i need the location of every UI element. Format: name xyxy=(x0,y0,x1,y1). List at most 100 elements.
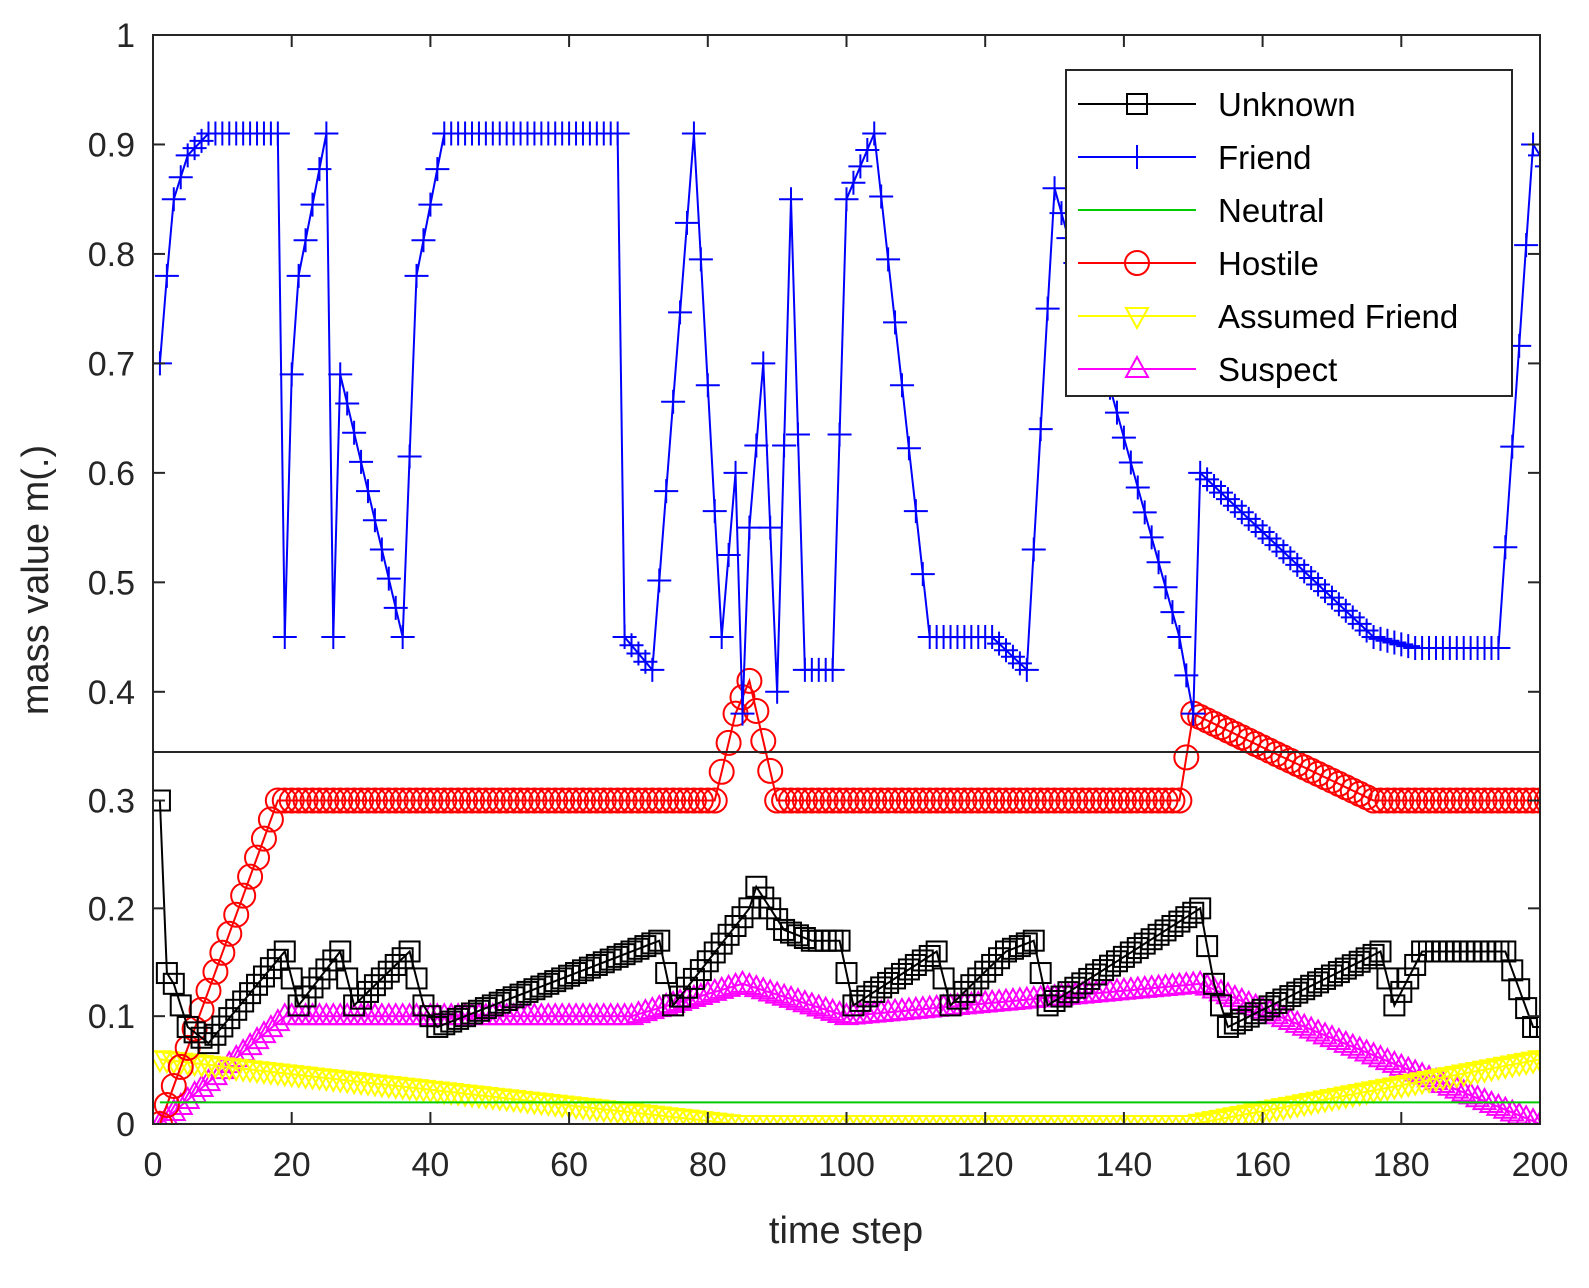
data-point-unknown xyxy=(1119,941,1142,964)
data-point-unknown xyxy=(197,1032,220,1055)
data-point-hostile xyxy=(660,787,687,814)
data-point-hostile xyxy=(833,787,860,814)
data-point-hostile xyxy=(979,787,1006,814)
data-point-hostile xyxy=(1152,787,1179,814)
data-point-hostile xyxy=(167,1053,194,1080)
data-point-suspect xyxy=(778,984,804,1008)
data-point-hostile xyxy=(244,844,271,871)
data-point-friend xyxy=(1271,539,1296,564)
data-point-assumed-friend xyxy=(1187,1113,1213,1124)
data-point-hostile xyxy=(445,787,472,814)
data-point-friend xyxy=(765,679,790,704)
data-point-friend xyxy=(834,187,859,212)
data-point-unknown xyxy=(405,967,428,990)
data-point-friend xyxy=(1340,605,1365,630)
data-point-hostile xyxy=(285,787,312,814)
data-point-unknown xyxy=(689,959,712,982)
data-point-unknown xyxy=(967,967,990,990)
data-point-hostile xyxy=(1027,787,1054,814)
data-point-unknown xyxy=(162,972,185,995)
data-point-hostile xyxy=(153,1091,180,1118)
data-point-friend xyxy=(1389,632,1414,657)
data-point-friend xyxy=(1007,651,1032,676)
data-point-friend xyxy=(723,460,748,485)
y-tick-label: 0.7 xyxy=(88,345,135,383)
legend-label-assumed-friend: Assumed Friend xyxy=(1218,298,1458,335)
data-point-hostile xyxy=(875,787,902,814)
data-point-friend xyxy=(772,433,797,458)
data-point-unknown xyxy=(308,967,331,990)
data-point-assumed-friend xyxy=(1416,1071,1442,1095)
data-point-unknown xyxy=(294,985,317,1008)
legend-marker-suspect xyxy=(1124,354,1150,378)
data-point-friend xyxy=(1493,535,1518,560)
series-assumed-friend xyxy=(153,1050,1540,1124)
y-tick-label: 0.1 xyxy=(88,998,135,1036)
data-point-suspect xyxy=(1187,969,1213,993)
data-point-unknown xyxy=(322,949,345,972)
data-point-unknown xyxy=(710,932,733,955)
data-point-assumed-friend xyxy=(1333,1086,1359,1110)
data-point-friend xyxy=(605,121,630,146)
data-point-friend xyxy=(744,433,769,458)
data-point-hostile xyxy=(1409,787,1436,814)
data-point-hostile xyxy=(493,787,520,814)
tick-labels: 0 20 40 60 80 100 120 140 160 180 200 0.4 0.5 0.6 0.7 0… xyxy=(88,17,1569,1184)
data-point-unknown xyxy=(1535,1015,1540,1038)
data-point-unknown xyxy=(204,1023,227,1046)
data-point-friend xyxy=(1243,513,1268,538)
data-point-suspect xyxy=(1333,1029,1359,1053)
data-point-hostile xyxy=(1499,787,1526,814)
data-point-suspect xyxy=(736,971,763,995)
data-point-friend xyxy=(987,631,1012,656)
data-point-unknown xyxy=(842,994,865,1017)
series-unknown xyxy=(153,789,1540,1055)
data-point-hostile xyxy=(348,787,375,814)
data-point-assumed-friend xyxy=(1444,1065,1470,1089)
data-point-hostile xyxy=(1124,787,1151,814)
data-point-unknown xyxy=(835,962,858,985)
data-point-hostile xyxy=(1083,787,1110,814)
data-point-suspect xyxy=(237,1032,263,1056)
data-point-assumed-friend xyxy=(1277,1096,1304,1120)
data-point-unknown xyxy=(1501,959,1524,982)
data-point-hostile xyxy=(542,787,569,814)
data-point-hostile xyxy=(701,787,728,814)
data-point-hostile xyxy=(667,787,694,814)
data-point-suspect xyxy=(1242,992,1269,1016)
legend-item-hostile: Hostile xyxy=(1078,245,1319,282)
data-point-friend xyxy=(1514,233,1539,258)
data-point-unknown xyxy=(849,989,872,1012)
data-point-hostile xyxy=(1020,787,1047,814)
data-point-suspect xyxy=(1340,1032,1366,1056)
data-point-hostile xyxy=(611,787,638,814)
data-point-unknown xyxy=(974,960,997,983)
data-point-unknown xyxy=(1022,929,1045,952)
data-point-assumed-friend xyxy=(1409,1072,1435,1096)
data-point-assumed-friend xyxy=(1222,1107,1248,1124)
data-point-unknown xyxy=(1105,950,1128,973)
legend-label-neutral: Neutral xyxy=(1218,192,1324,229)
data-point-unknown xyxy=(946,987,969,1010)
data-point-hostile xyxy=(673,787,700,814)
data-point-unknown xyxy=(1050,985,1073,1008)
series-line-assumed-friend xyxy=(159,1058,1540,1124)
data-point-hostile xyxy=(1457,787,1484,814)
data-point-hostile xyxy=(1450,787,1477,814)
data-point-unknown xyxy=(1085,963,1108,986)
data-point-unknown xyxy=(239,982,262,1005)
data-point-hostile xyxy=(653,787,680,814)
data-point-suspect xyxy=(785,987,811,1011)
data-point-hostile xyxy=(507,787,534,814)
data-point-suspect xyxy=(188,1073,215,1098)
data-point-friend xyxy=(1195,467,1220,492)
data-point-friend xyxy=(335,391,360,416)
data-point-unknown xyxy=(384,953,407,976)
data-point-hostile xyxy=(1402,787,1429,814)
data-point-hostile xyxy=(569,787,596,814)
data-point-unknown xyxy=(356,980,379,1003)
data-point-hostile xyxy=(1381,787,1408,814)
data-point-friend xyxy=(1208,480,1233,505)
data-point-friend xyxy=(383,595,408,620)
data-point-hostile xyxy=(840,787,867,814)
